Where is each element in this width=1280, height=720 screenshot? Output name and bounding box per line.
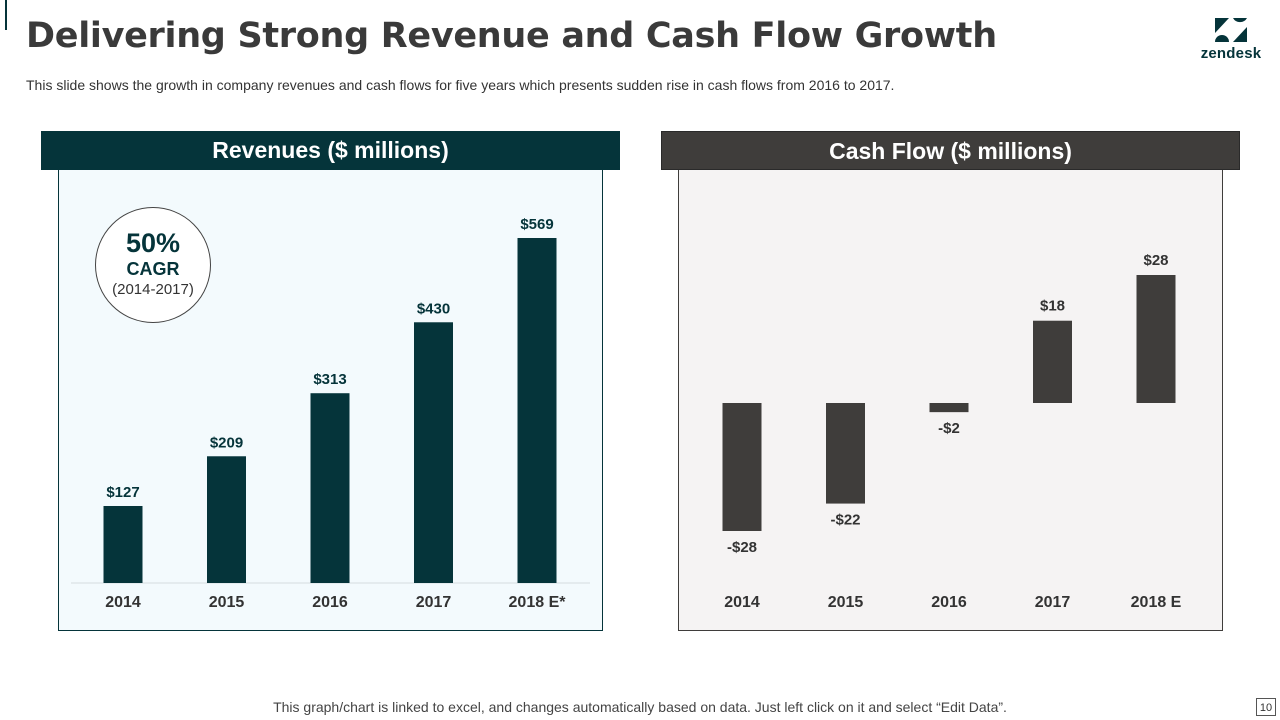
revenue-value-label: $209 [210, 434, 243, 451]
revenue-chart-title: Revenues ($ millions) [41, 131, 620, 170]
revenue-category-label: 2015 [209, 594, 245, 611]
cashflow-value-label: $18 [1040, 298, 1065, 315]
slide-subtitle: This slide shows the growth in company r… [26, 77, 895, 93]
revenue-value-label: $430 [417, 300, 450, 317]
revenue-value-label: $127 [106, 484, 139, 501]
zendesk-logo-icon [1215, 18, 1247, 42]
cagr-label: CAGR [126, 259, 180, 279]
cashflow-bar [929, 403, 969, 413]
revenue-category-label: 2016 [312, 594, 348, 611]
revenue-category-label: 2017 [416, 594, 452, 611]
cashflow-value-label: -$22 [830, 512, 860, 529]
cashflow-value-label: $28 [1143, 252, 1168, 269]
revenue-bar [310, 393, 350, 583]
cashflow-category-label: 2014 [724, 594, 760, 611]
cagr-value: 50% [125, 228, 181, 258]
revenue-value-label: $569 [520, 216, 553, 233]
cagr-badge: 50% CAGR (2014-2017) [95, 207, 211, 323]
revenue-category-label: 2018 E* [509, 594, 567, 611]
revenue-category-label: 2014 [105, 594, 141, 611]
cagr-period: (2014-2017) [112, 281, 194, 298]
revenue-bar [414, 322, 453, 583]
revenue-bar [517, 238, 557, 583]
cashflow-category-label: 2017 [1035, 594, 1071, 611]
cashflow-category-label: 2016 [931, 594, 967, 611]
revenue-bar [207, 456, 246, 583]
revenue-bar [103, 505, 143, 583]
cashflow-bar [1033, 320, 1072, 403]
cashflow-chart-panel [678, 170, 1223, 631]
cashflow-value-label: -$28 [727, 539, 757, 556]
page-number: 10 [1256, 698, 1276, 716]
cashflow-category-label: 2015 [828, 594, 864, 611]
cashflow-value-label: -$2 [938, 420, 960, 437]
footer-note: This graph/chart is linked to excel, and… [273, 699, 1007, 715]
cashflow-chart-title: Cash Flow ($ millions) [661, 131, 1240, 170]
cashflow-bar [826, 403, 865, 504]
cashflow-bar [722, 403, 762, 531]
cashflow-category-label: 2018 E [1131, 594, 1182, 611]
logo-text: zendesk [1200, 45, 1262, 62]
revenue-value-label: $313 [313, 371, 346, 388]
slide-title: Delivering Strong Revenue and Cash Flow … [26, 16, 997, 56]
title-accent-bar [5, 0, 7, 30]
cashflow-bar [1136, 275, 1176, 403]
zendesk-logo: zendesk [1196, 16, 1266, 62]
